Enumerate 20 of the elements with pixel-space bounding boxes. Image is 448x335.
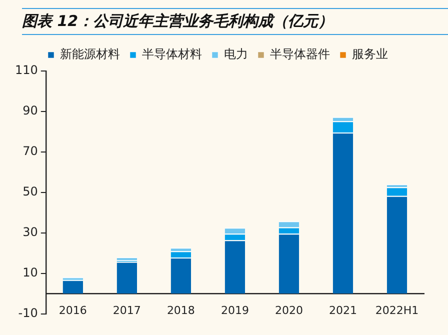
chart-title: 图表 12：公司近年主营业务毛利构成（亿元） [22,8,448,35]
x-tick-label: 2017 [112,304,141,318]
x-tick-label: 2020 [274,304,303,318]
y-tick-label: 110 [15,63,38,78]
x-tick-label: 2019 [220,304,249,318]
x-tick-label: 2021 [328,304,357,318]
y-tick-label: -10 [18,306,38,320]
y-tick-label: 50 [22,184,38,199]
y-tick-label: 90 [22,104,38,118]
y-tick-label: 10 [22,265,38,280]
legend-label: 半导体器件 [270,47,330,62]
legend-label: 新能源材料 [60,47,120,62]
x-tick-label: 2022H1 [375,304,419,318]
x-tick-label: 2016 [58,304,87,318]
y-tick-label: 30 [22,224,38,239]
x-tick-label: 2018 [166,304,195,318]
y-tick-label: 70 [22,144,38,158]
legend-label: 电力 [224,47,248,62]
legend-label: 半导体材料 [142,47,202,62]
legend-label: 服务业 [352,47,388,62]
